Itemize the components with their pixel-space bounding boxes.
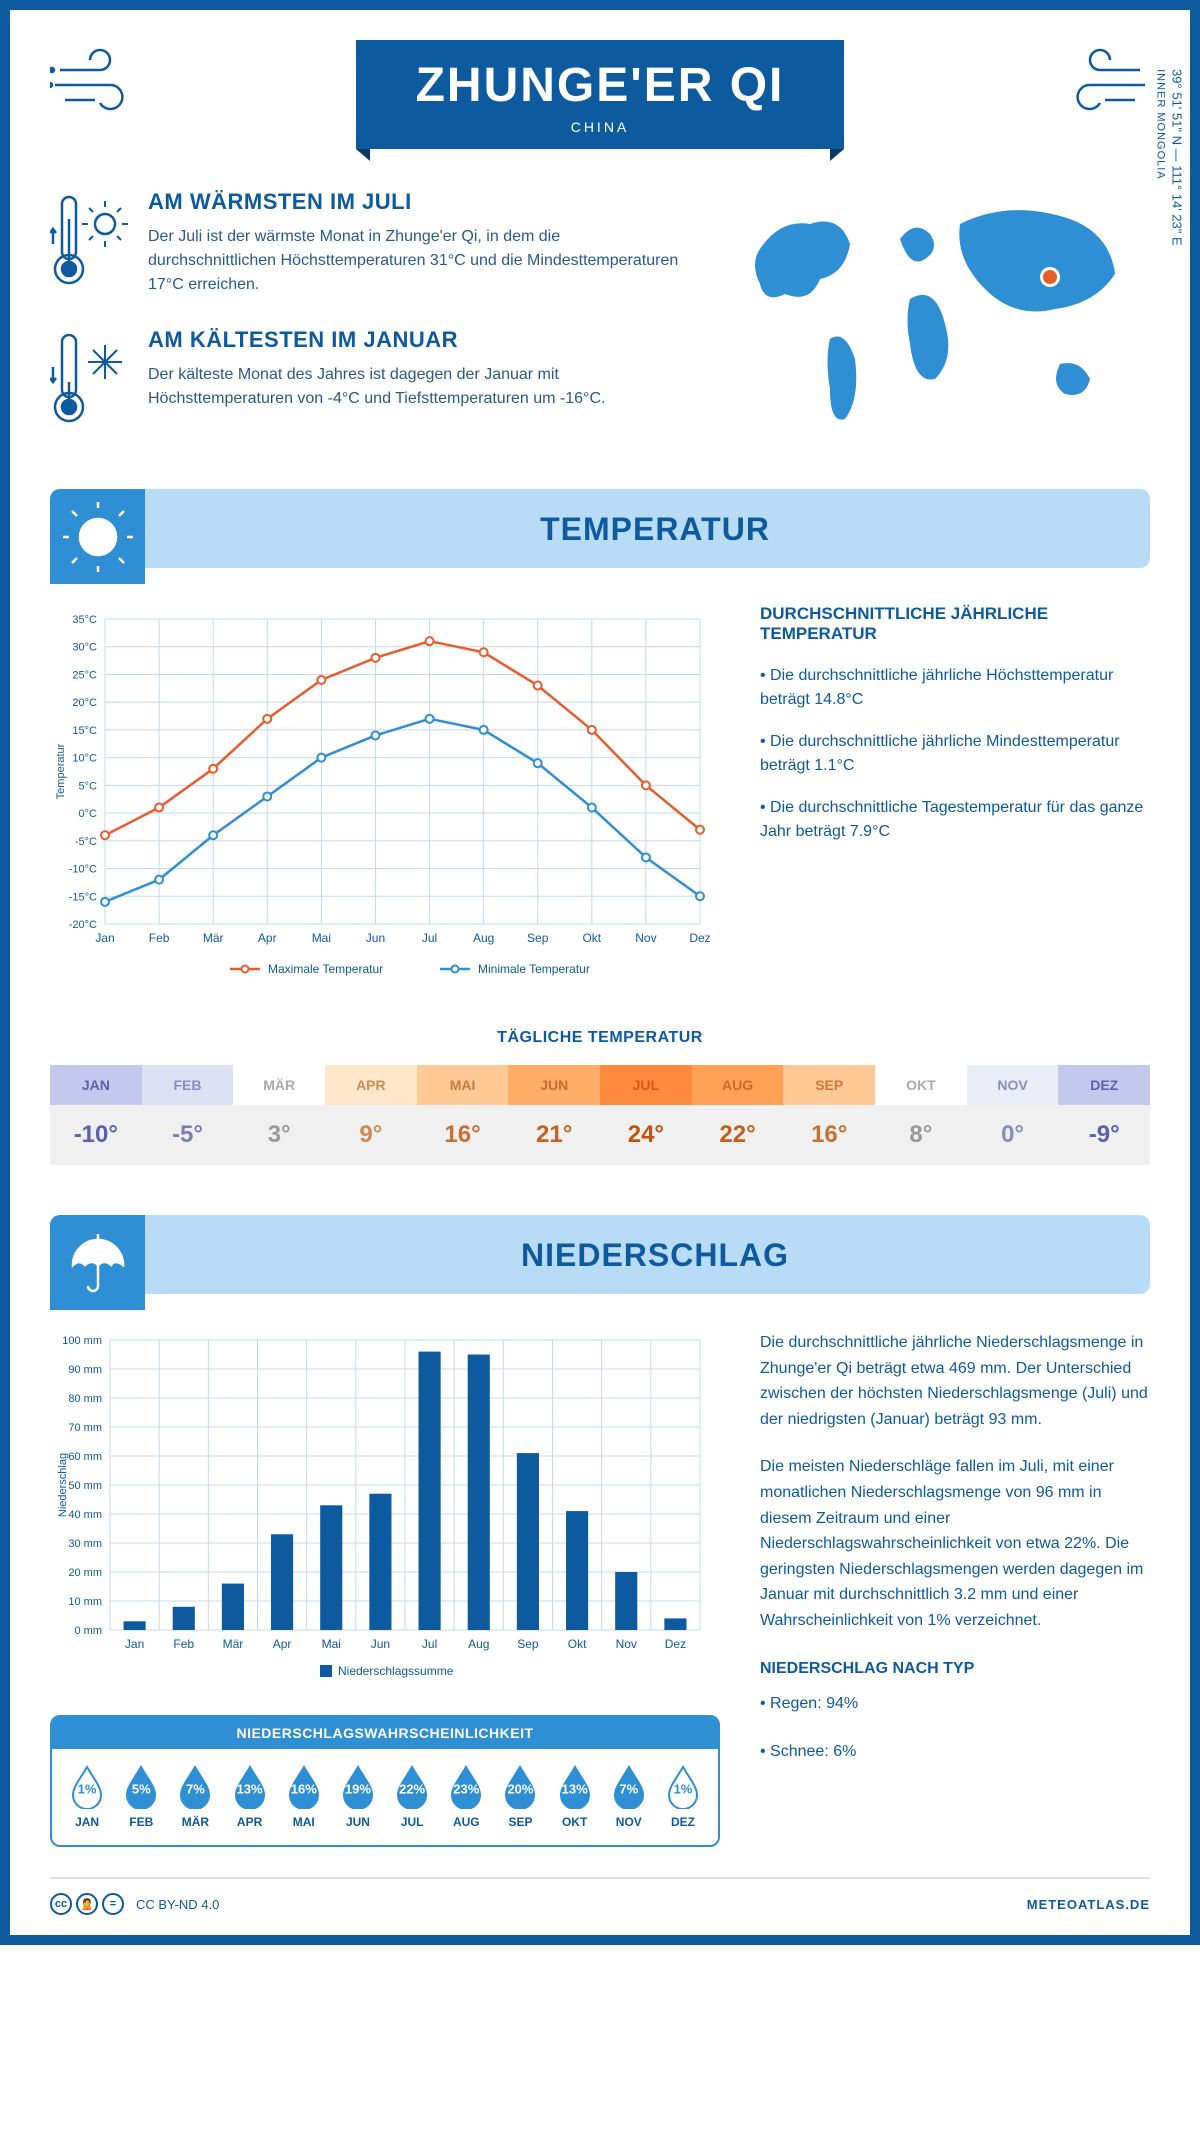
svg-text:Jul: Jul bbox=[422, 931, 437, 945]
svg-text:Jul: Jul bbox=[422, 1637, 437, 1651]
svg-text:Apr: Apr bbox=[258, 931, 277, 945]
by-icon: 🙎 bbox=[76, 1893, 98, 1915]
coldest-title: AM KÄLTESTEN IM JANUAR bbox=[148, 327, 690, 353]
svg-text:Sep: Sep bbox=[517, 1637, 539, 1651]
section-header-temperatur: TEMPERATUR bbox=[50, 489, 1150, 568]
svg-text:Niederschlag: Niederschlag bbox=[57, 1453, 69, 1517]
svg-text:Mär: Mär bbox=[223, 1637, 244, 1651]
footer: cc 🙎 = CC BY-ND 4.0 METEOATLAS.DE bbox=[50, 1877, 1150, 1915]
svg-text:20 mm: 20 mm bbox=[68, 1567, 102, 1579]
intro-text: AM WÄRMSTEN IM JULI Der Juli ist der wär… bbox=[50, 189, 690, 449]
svg-text:Feb: Feb bbox=[173, 1637, 194, 1651]
precip-type-title: NIEDERSCHLAG NACH TYP bbox=[760, 1656, 1150, 1682]
svg-text:Jun: Jun bbox=[371, 1637, 390, 1651]
svg-text:70 mm: 70 mm bbox=[68, 1422, 102, 1434]
wind-icon bbox=[1060, 40, 1150, 133]
svg-text:10 mm: 10 mm bbox=[68, 1596, 102, 1608]
svg-text:5°C: 5°C bbox=[79, 780, 98, 792]
svg-text:25°C: 25°C bbox=[72, 669, 97, 681]
site-name: METEOATLAS.DE bbox=[1027, 1897, 1150, 1912]
precipitation-bar-chart: 0 mm 10 mm 20 mm 30 mm 40 mm 50 mm 60 mm 70 mm 8… bbox=[50, 1330, 720, 1695]
precip-type: • Schnee: 6% bbox=[760, 1739, 1150, 1765]
world-map: 39° 51' 51" N — 111° 14' 23" E INNER MON… bbox=[730, 189, 1150, 449]
warmest-text: Der Juli ist der wärmste Monat in Zhunge… bbox=[148, 225, 690, 297]
precipitation-probability: NIEDERSCHLAGSWAHRSCHEINLICHKEIT 1%JAN5%F… bbox=[50, 1715, 720, 1847]
section-title: NIEDERSCHLAG bbox=[160, 1237, 1150, 1274]
precip-type: • Regen: 94% bbox=[760, 1691, 1150, 1717]
svg-text:Jun: Jun bbox=[366, 931, 385, 945]
svg-text:Apr: Apr bbox=[273, 1637, 292, 1651]
svg-text:Nov: Nov bbox=[616, 1637, 637, 1651]
svg-text:30°C: 30°C bbox=[72, 642, 97, 654]
warmest-title: AM WÄRMSTEN IM JULI bbox=[148, 189, 690, 215]
coordinates: 39° 51' 51" N — 111° 14' 23" E INNER MON… bbox=[1155, 69, 1185, 246]
thermometer-cold-icon bbox=[50, 327, 130, 417]
svg-text:Maximale Temperatur: Maximale Temperatur bbox=[268, 962, 383, 976]
temp-bullet: • Die durchschnittliche Tagestemperatur … bbox=[760, 796, 1150, 844]
page-subtitle: CHINA bbox=[416, 119, 785, 135]
svg-text:Nov: Nov bbox=[635, 931, 656, 945]
umbrella-icon bbox=[50, 1215, 145, 1310]
svg-text:40 mm: 40 mm bbox=[68, 1509, 102, 1521]
svg-text:-10°C: -10°C bbox=[69, 864, 97, 876]
cc-icon: cc bbox=[50, 1893, 72, 1915]
svg-text:Sep: Sep bbox=[527, 931, 549, 945]
svg-text:Aug: Aug bbox=[468, 1637, 489, 1651]
svg-text:90 mm: 90 mm bbox=[68, 1364, 102, 1376]
precip-text: Die durchschnittliche jährliche Niedersc… bbox=[760, 1330, 1150, 1432]
page-title: ZHUNGE'ER QI bbox=[416, 58, 785, 113]
svg-text:-5°C: -5°C bbox=[75, 836, 97, 848]
license-text: CC BY-ND 4.0 bbox=[136, 1897, 219, 1912]
svg-text:Aug: Aug bbox=[473, 931, 494, 945]
title-banner: ZHUNGE'ER QI CHINA bbox=[356, 40, 845, 149]
temp-info-title: DURCHSCHNITTLICHE JÄHRLICHE TEMPERATUR bbox=[760, 604, 1150, 644]
svg-text:0 mm: 0 mm bbox=[75, 1625, 103, 1637]
temp-bullet: • Die durchschnittliche jährliche Höchst… bbox=[760, 664, 1150, 712]
svg-text:-20°C: -20°C bbox=[69, 919, 97, 931]
svg-text:50 mm: 50 mm bbox=[68, 1480, 102, 1492]
thermometer-hot-icon bbox=[50, 189, 130, 279]
svg-text:Okt: Okt bbox=[582, 931, 601, 945]
svg-text:Okt: Okt bbox=[568, 1637, 587, 1651]
svg-text:35°C: 35°C bbox=[72, 614, 97, 626]
temp-bullet: • Die durchschnittliche jährliche Mindes… bbox=[760, 730, 1150, 778]
daily-temperature-table: JAN -10°FEB -5°MÄR 3°APR 9°MAI 16°JUN 21… bbox=[50, 1065, 1150, 1165]
svg-text:Jan: Jan bbox=[125, 1637, 144, 1651]
section-header-niederschlag: NIEDERSCHLAG bbox=[50, 1215, 1150, 1294]
svg-text:15°C: 15°C bbox=[72, 725, 97, 737]
svg-text:Dez: Dez bbox=[665, 1637, 686, 1651]
svg-text:Feb: Feb bbox=[149, 931, 170, 945]
section-title: TEMPERATUR bbox=[160, 511, 1150, 548]
precip-text: Die meisten Niederschläge fallen im Juli… bbox=[760, 1454, 1150, 1633]
svg-text:30 mm: 30 mm bbox=[68, 1538, 102, 1550]
svg-text:Temperatur: Temperatur bbox=[55, 743, 67, 799]
svg-text:60 mm: 60 mm bbox=[68, 1451, 102, 1463]
daily-title: TÄGLICHE TEMPERATUR bbox=[50, 1029, 1150, 1047]
svg-text:100 mm: 100 mm bbox=[62, 1335, 102, 1347]
wind-icon bbox=[50, 40, 140, 133]
svg-text:Niederschlagssumme: Niederschlagssumme bbox=[338, 1664, 454, 1678]
svg-text:20°C: 20°C bbox=[72, 697, 97, 709]
svg-text:Jan: Jan bbox=[95, 931, 114, 945]
temperature-line-chart: -20°C -15°C -10°C -5°C 0°C 5°C 10°C 15°C 20°C 25°… bbox=[50, 604, 720, 989]
svg-text:0°C: 0°C bbox=[79, 808, 98, 820]
svg-text:Mär: Mär bbox=[203, 931, 224, 945]
sun-icon bbox=[50, 489, 145, 584]
svg-text:10°C: 10°C bbox=[72, 753, 97, 765]
svg-text:Mai: Mai bbox=[312, 931, 331, 945]
coldest-text: Der kälteste Monat des Jahres ist dagege… bbox=[148, 363, 690, 411]
header: ZHUNGE'ER QI CHINA bbox=[50, 40, 1150, 149]
svg-text:Dez: Dez bbox=[689, 931, 710, 945]
nd-icon: = bbox=[102, 1893, 124, 1915]
svg-text:80 mm: 80 mm bbox=[68, 1393, 102, 1405]
svg-text:Mai: Mai bbox=[322, 1637, 341, 1651]
svg-text:Minimale Temperatur: Minimale Temperatur bbox=[478, 962, 590, 976]
svg-text:-15°C: -15°C bbox=[69, 891, 97, 903]
